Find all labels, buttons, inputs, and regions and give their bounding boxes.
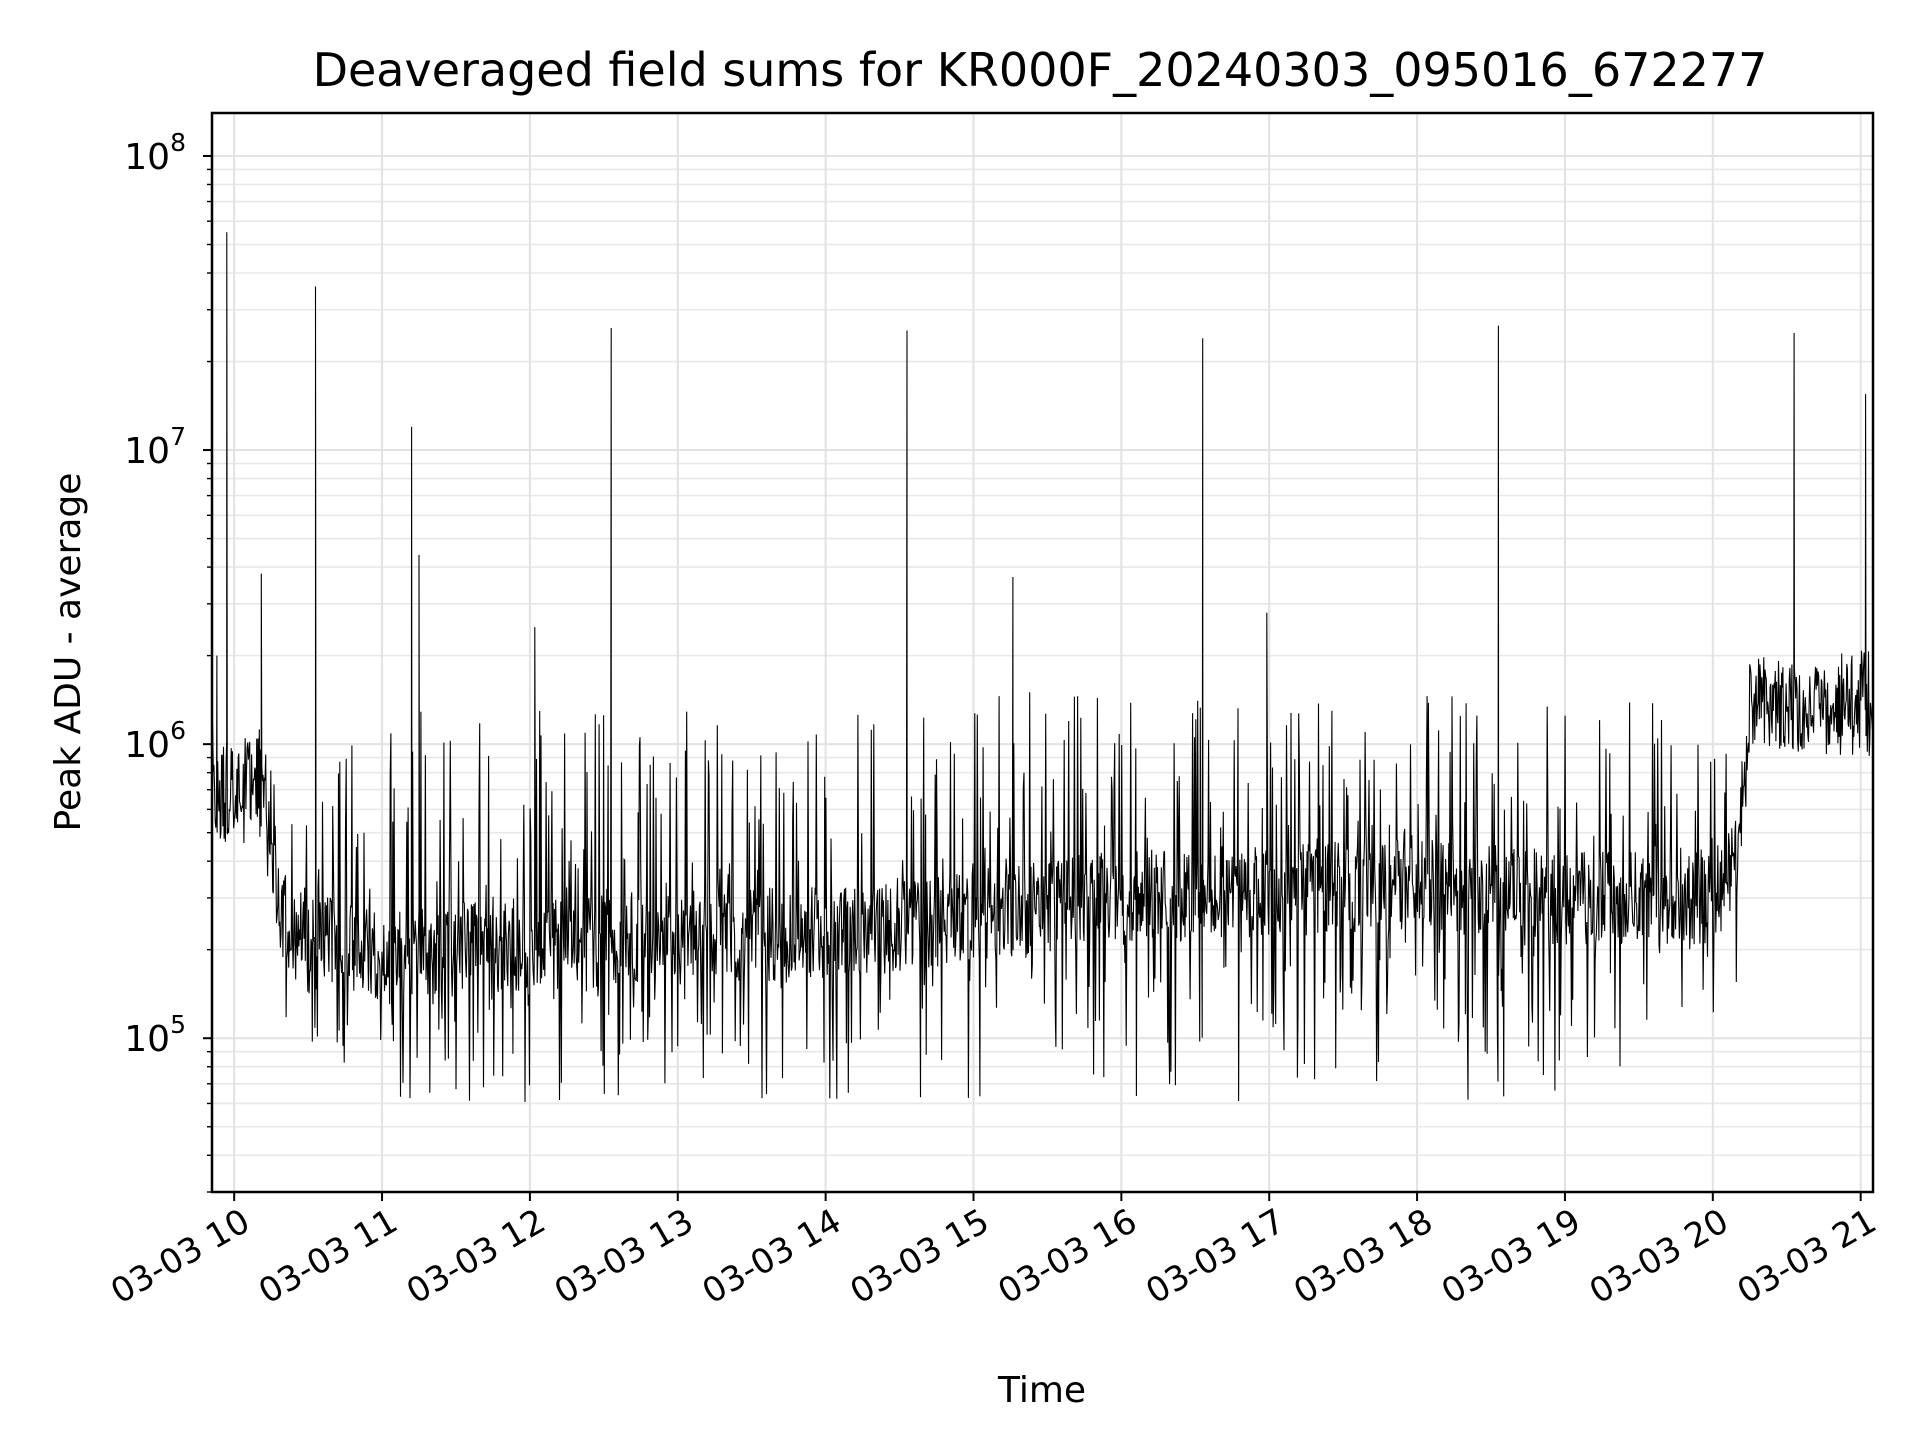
- y-tick-label: 105: [124, 1010, 186, 1060]
- y-tick-label: 107: [124, 422, 186, 472]
- y-tick-label: 106: [124, 716, 186, 766]
- y-axis-label: Peak ADU - average: [48, 473, 89, 832]
- x-axis-label: Time: [997, 1370, 1086, 1411]
- plot-frame: [210, 111, 1875, 1194]
- data-series: [211, 162, 1874, 1103]
- y-tick-label: 108: [124, 128, 186, 178]
- series-line: [211, 162, 1874, 1103]
- chart-title: Deaveraged field sums for KR000F_2024030…: [313, 43, 1768, 97]
